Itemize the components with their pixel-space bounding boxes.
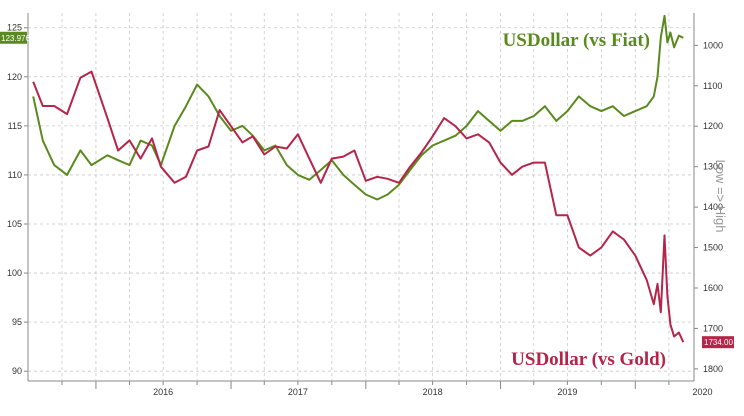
last-value-fiat: 123.9765 (1, 34, 35, 43)
right-tick-label: 1200 (703, 121, 723, 131)
left-tick-label: 95 (12, 317, 22, 327)
last-value-badge-gold (702, 336, 734, 349)
right-tick-label: 1600 (703, 283, 723, 293)
x-tick-label: 2019 (557, 387, 577, 397)
x-tick-label: 2018 (423, 387, 443, 397)
left-tick-label: 90 (12, 366, 22, 376)
right-tick-label: 1300 (703, 162, 723, 172)
left-tick-label: 120 (7, 72, 22, 82)
series-label-gold: USDollar (vs Gold) (511, 349, 666, 370)
left-tick-label: 125 (7, 23, 22, 33)
series-label-fiat: USDollar (vs Fiat) (503, 30, 650, 51)
left-tick-label: 105 (7, 219, 22, 229)
last-value-badge-fiat (0, 31, 27, 44)
right-tick-label: 1400 (703, 202, 723, 212)
right-tick-label: 1800 (703, 364, 723, 374)
x-tick-label: 2020 (692, 387, 712, 397)
right-tick-label: 1500 (703, 243, 723, 253)
left-tick-label: 110 (8, 170, 22, 180)
right-axis: 1000 1100 1200 1300 1400 1500 1600 1700 1800 (694, 40, 723, 374)
grid (27, 13, 695, 382)
right-axis-title: Low => High (713, 160, 728, 233)
x-tick-label: 2017 (288, 387, 308, 397)
series-labels: USDollar (vs Fiat) USDollar (vs Gold) 123.… (0, 30, 734, 370)
x-tick-label: 2016 (153, 387, 173, 397)
last-value-gold: 1734.00 (704, 338, 733, 347)
x-axis: 2016 2017 2018 2019 2020 (61, 381, 713, 397)
left-tick-label: 115 (8, 121, 22, 131)
series-lines (32, 14, 685, 343)
series-line-2 (32, 70, 685, 343)
right-tick-label: 1700 (703, 323, 723, 333)
right-tick-label: 1100 (703, 81, 722, 91)
left-tick-label: 100 (7, 268, 22, 278)
right-tick-label: 1000 (703, 40, 723, 50)
left-axis: 90 95 100 105 110 115 120 125 (7, 23, 28, 376)
